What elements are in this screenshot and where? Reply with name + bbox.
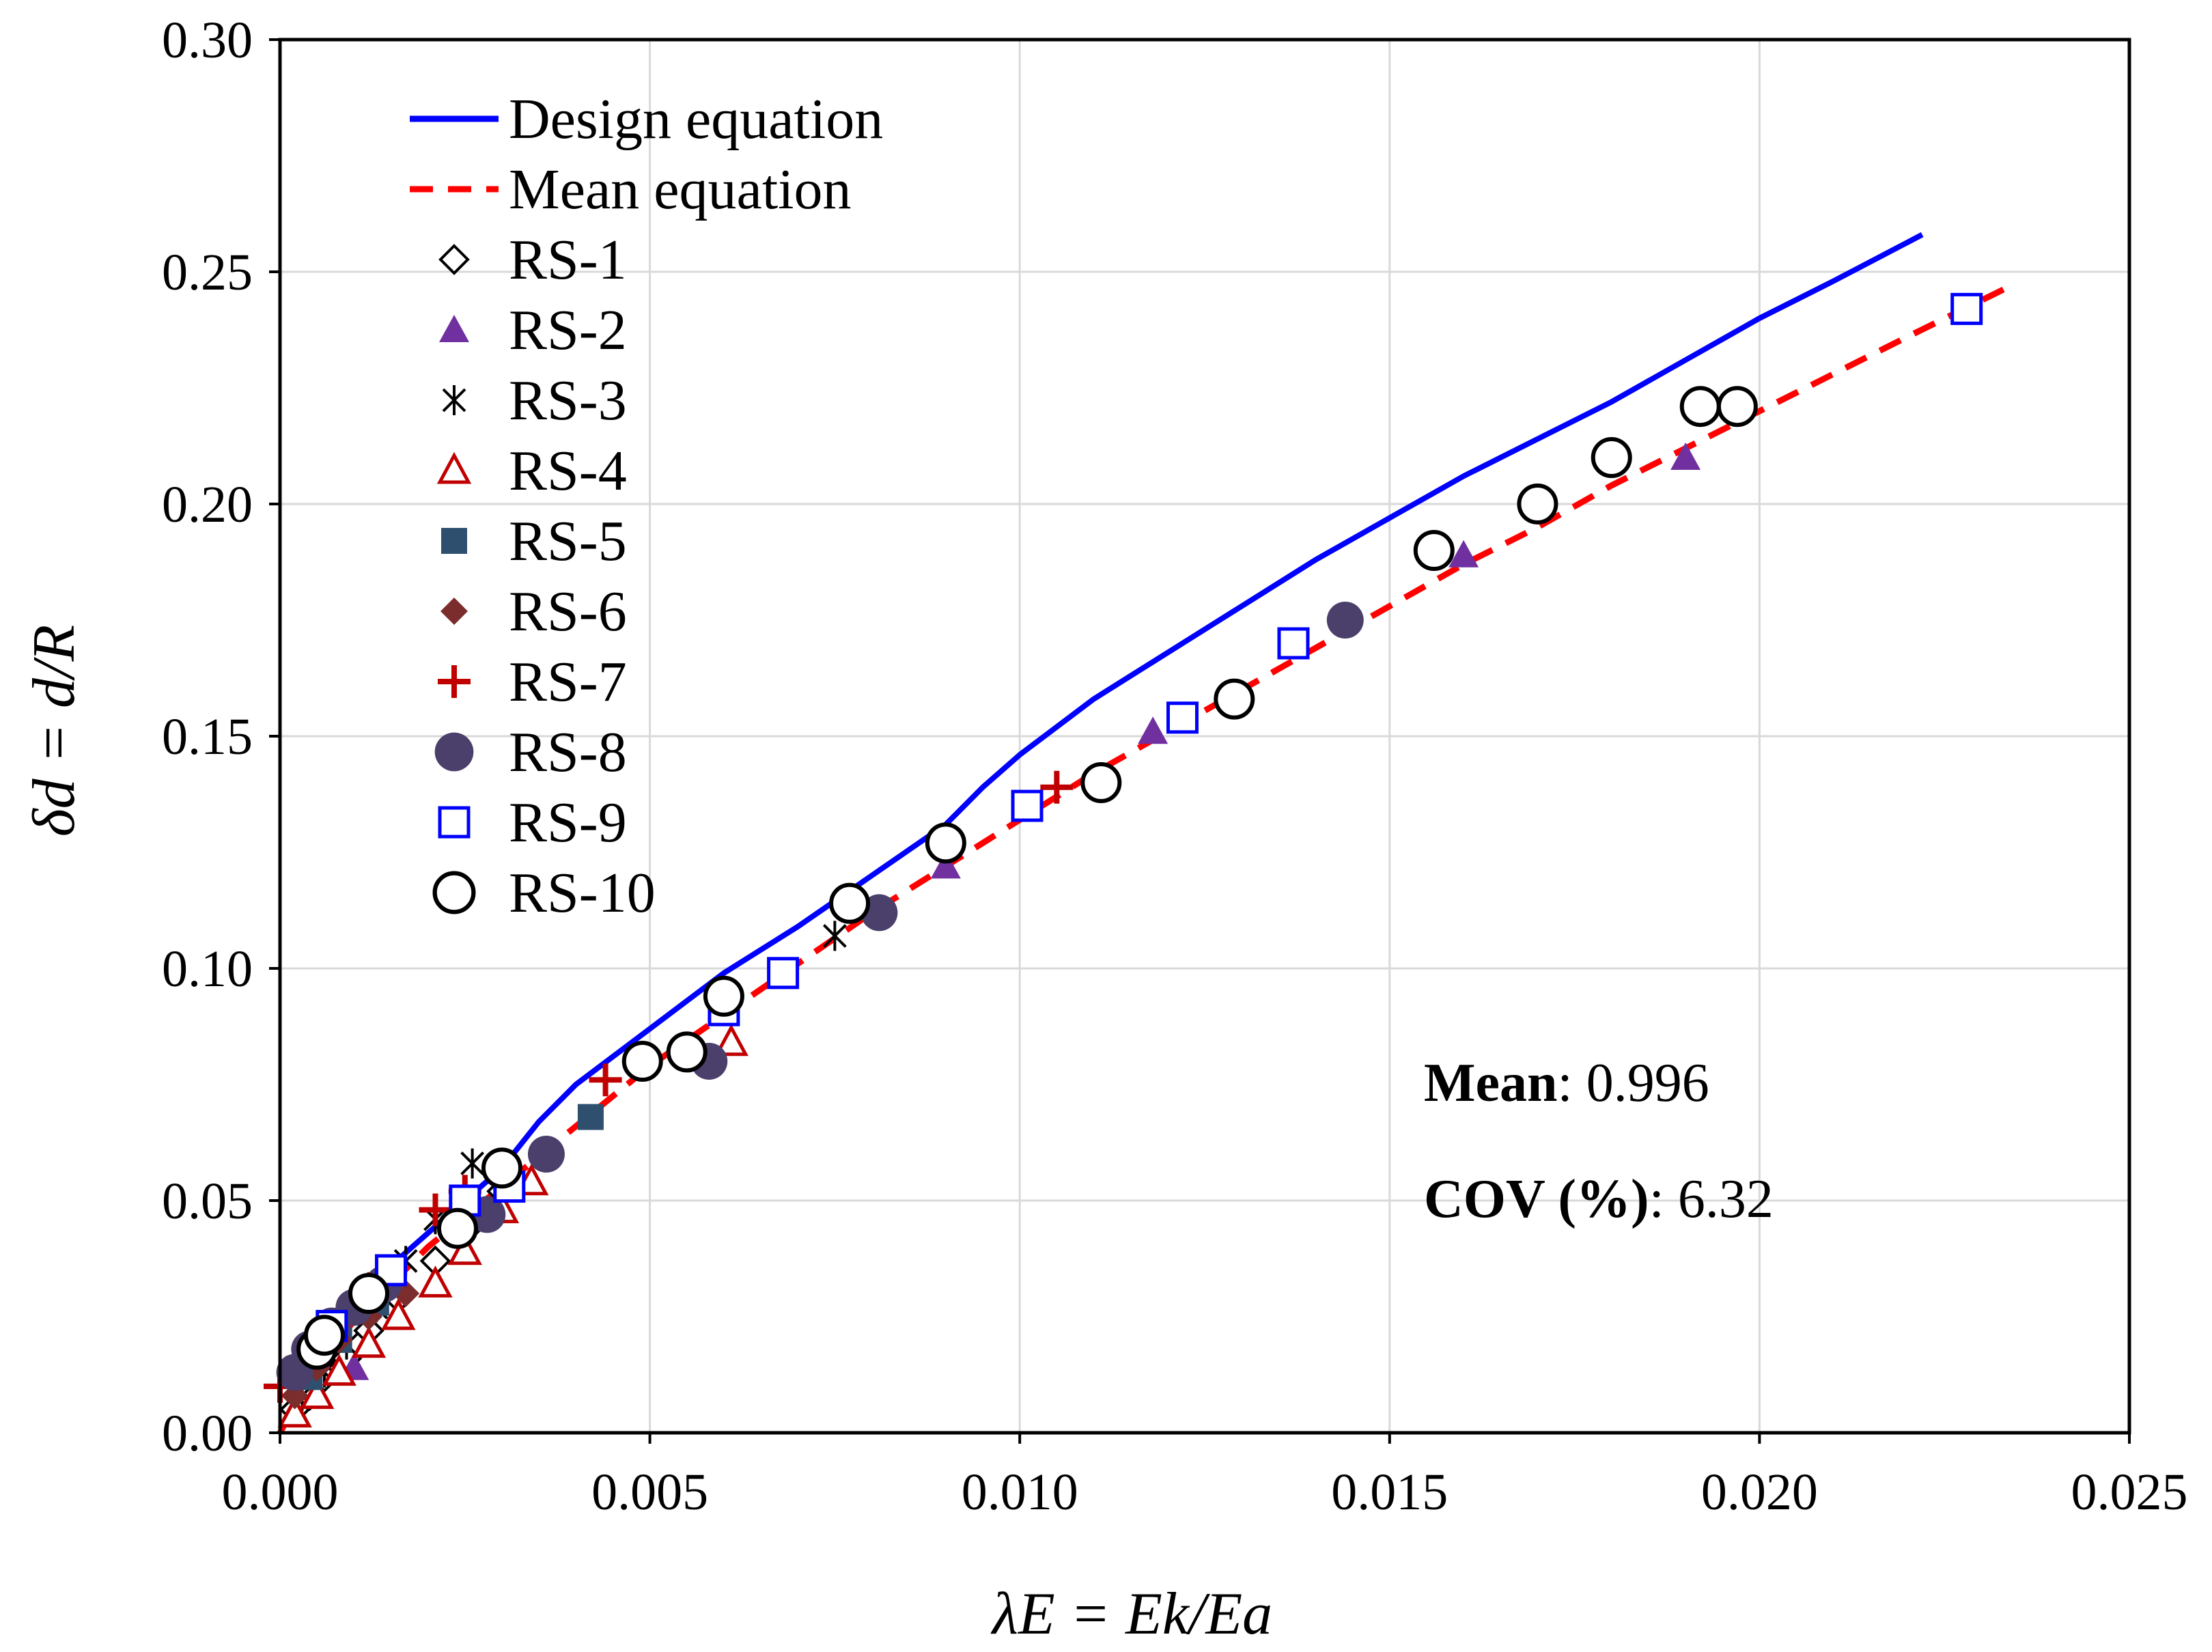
legend-mean-equation-label: Mean equation [509, 158, 852, 221]
rs-5-point [577, 1104, 604, 1130]
rs-10-point [1517, 484, 1558, 524]
cov-label: COV (%) [1424, 1169, 1649, 1229]
legend-rs-5-marker [441, 528, 467, 554]
cov-value: : 6.32 [1649, 1169, 1774, 1229]
rs-10-series [296, 386, 1758, 1370]
legend-rs-3-marker [442, 385, 466, 415]
grid-lines [280, 40, 2129, 1433]
rs-10-point [1679, 386, 1721, 428]
x-tick-label: 0.025 [2071, 1464, 2188, 1521]
rs-2-point [930, 851, 961, 879]
legend-rs-2-marker [439, 315, 469, 342]
rs-10-point [1413, 530, 1455, 571]
rs-9-point [1166, 701, 1199, 734]
legend-rs-9-marker [438, 806, 471, 839]
rs-7-point [419, 1193, 452, 1227]
legend-rs-6-marker [440, 598, 468, 625]
y-tick-label: 0.20 [162, 476, 253, 533]
legend-rs-9-label: RS-9 [509, 791, 627, 854]
legend-rs-7-marker [438, 665, 471, 698]
rs-2-point [1138, 716, 1168, 744]
rs-4-point [714, 1024, 748, 1056]
rs-3-point [460, 1148, 485, 1179]
rs-10-point [436, 1207, 478, 1249]
legend-rs-2-label: RS-2 [509, 298, 627, 362]
mean-value: : 0.996 [1558, 1053, 1709, 1113]
legend-rs-1-marker [438, 244, 470, 275]
rs-10-point [303, 1315, 345, 1356]
legend-rs-3-label: RS-3 [509, 369, 627, 432]
y-tick-label: 0.00 [162, 1405, 253, 1462]
rs-10-point [621, 1041, 663, 1082]
rs-8-point [527, 1136, 565, 1173]
x-tick-label: 0.015 [1331, 1464, 1448, 1521]
rs-10-point [348, 1273, 389, 1314]
legend-rs-5-label: RS-5 [509, 509, 627, 573]
rs-10-point [829, 882, 871, 924]
legend-rs-4-label: RS-4 [509, 439, 627, 503]
data-points [264, 292, 1983, 1428]
rs-2-point [1670, 443, 1701, 470]
legend-rs-10-label: RS-10 [509, 861, 656, 925]
y-axis-title: δd = d/R [21, 625, 87, 837]
cov-stat: COV (%): 6.32 [1424, 1169, 1774, 1229]
legend-rs-8-label: RS-8 [509, 720, 627, 784]
legend-rs-10-marker [432, 871, 476, 914]
x-tick-label: 0.005 [591, 1464, 708, 1521]
legend-rs-8-marker [434, 732, 474, 772]
rs-10-point [703, 975, 744, 1017]
rs-2-series [339, 443, 1701, 1380]
x-tick-label: 0.020 [1701, 1464, 1818, 1521]
rs-4-point [299, 1377, 335, 1410]
rs-10-point [1214, 678, 1255, 720]
rs-7-point [589, 1063, 622, 1097]
rs-3-point [822, 921, 847, 951]
rs-7-point [1040, 770, 1074, 804]
rs-4-point [381, 1298, 416, 1330]
rs-4-point [418, 1265, 453, 1298]
rs-9-point [1277, 627, 1310, 660]
x-tick-label: 0.010 [962, 1464, 1078, 1521]
rs-9-point [767, 957, 800, 990]
mean-label: Mean [1424, 1053, 1558, 1113]
rs-10-point [481, 1147, 522, 1189]
rs-4-point [277, 1395, 312, 1428]
rs-10-point [1080, 762, 1122, 803]
mean-stat: Mean: 0.996 [1424, 1053, 1709, 1113]
y-tick-label: 0.05 [162, 1173, 253, 1230]
y-tick-label: 0.30 [162, 12, 253, 69]
rs-9-point [1950, 292, 1983, 325]
rs-10-point [1716, 386, 1758, 428]
rs-9-point [1011, 789, 1044, 822]
rs-10-point [666, 1031, 708, 1073]
y-tick-label: 0.25 [162, 244, 253, 301]
rs-4-point [322, 1354, 356, 1386]
y-tick-label: 0.15 [162, 708, 253, 766]
rs-4-point [447, 1233, 482, 1265]
rs-10-point [1591, 437, 1632, 478]
rs-4-point [351, 1326, 387, 1358]
legend-rs-7-label: RS-7 [509, 650, 627, 714]
axis-ticks: 0.000 0.005 0.010 0.015 0.020 0.025 0.00 0.05 0.… [162, 12, 2188, 1521]
legend-design-equation-label: Design equation [509, 87, 883, 151]
rs-8-point [1326, 602, 1364, 639]
rs-2-point [1448, 540, 1479, 568]
legend-rs-1-label: RS-1 [509, 228, 627, 292]
legend-rs-4-marker [436, 451, 472, 484]
x-tick-label: 0.000 [222, 1464, 339, 1521]
rs-10-point [925, 822, 966, 864]
y-tick-label: 0.10 [162, 940, 253, 998]
legend: Design equation Mean equation RS-1RS-2 RS-3… [410, 87, 883, 925]
x-axis-title: λE = Ek/Ea [990, 1581, 1272, 1647]
legend-rs-6-label: RS-6 [509, 580, 627, 643]
stats-box: Mean: 0.996 COV (%): 6.32 [1424, 1053, 1774, 1229]
